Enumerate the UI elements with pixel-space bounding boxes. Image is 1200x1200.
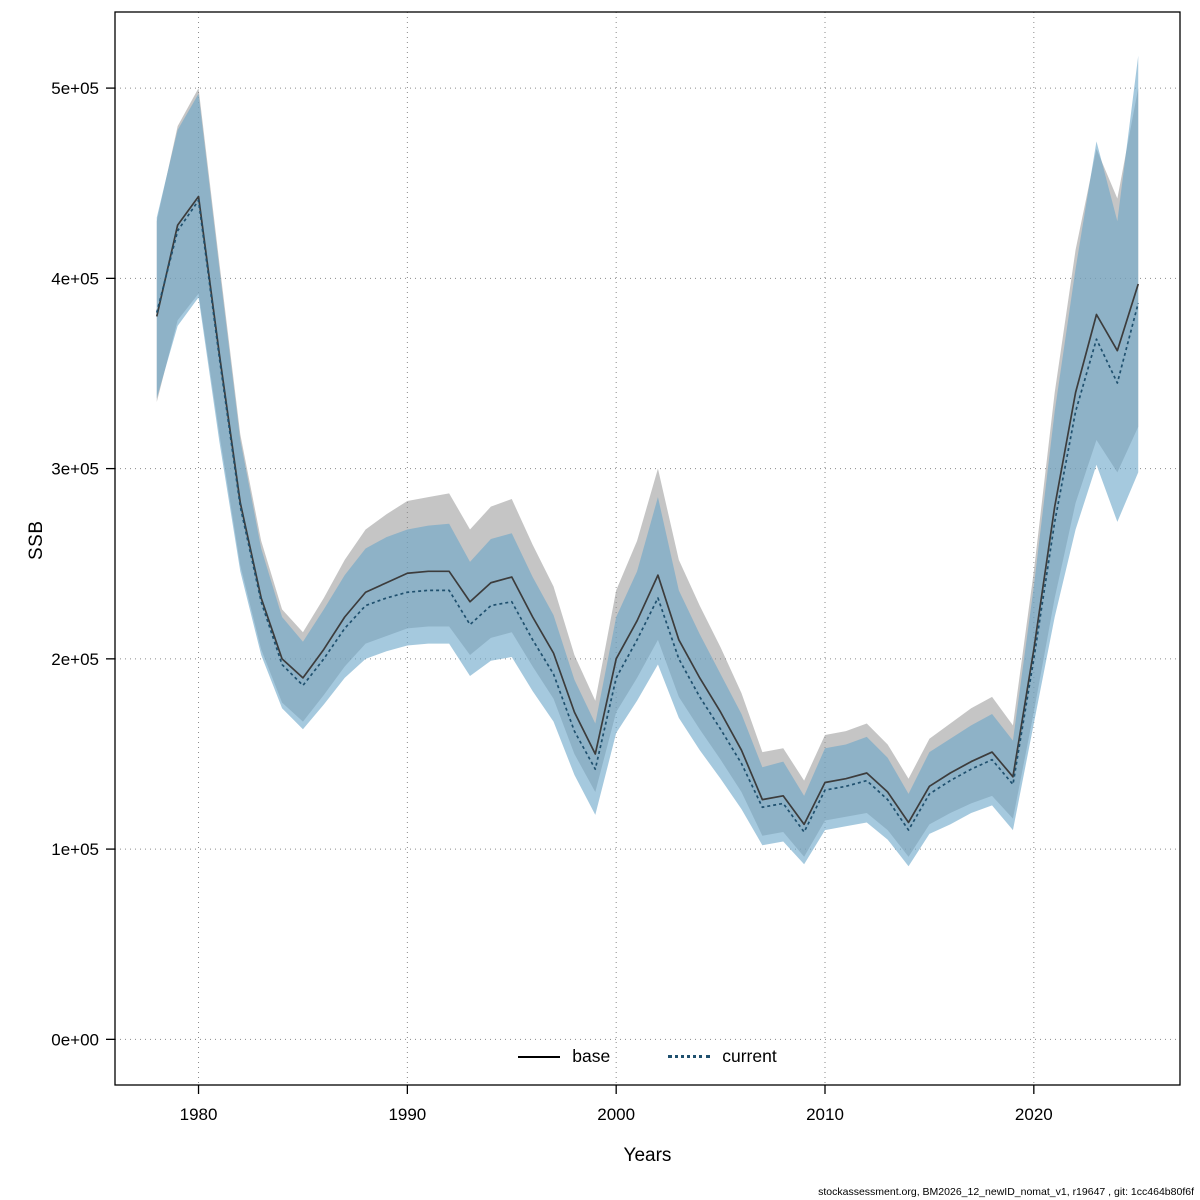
plot-border (114, 11, 1181, 1086)
legend-item-current: current (668, 1046, 777, 1067)
legend-label-current: current (722, 1046, 777, 1066)
x-tick-label: 2010 (806, 1105, 844, 1124)
x-tick-label: 1990 (388, 1105, 426, 1124)
y-tick-label: 2e+05 (51, 650, 99, 669)
current-line (155, 199, 1140, 833)
legend-item-base: base (518, 1046, 610, 1067)
y-tick-label: 1e+05 (51, 840, 99, 859)
y-tick-label: 5e+05 (51, 79, 99, 98)
y-tick-label: 4e+05 (51, 269, 99, 288)
y-axis-title: SSB (26, 520, 47, 560)
current-confidence-band (156, 55, 1139, 867)
y-tick-label: 0e+00 (51, 1030, 99, 1049)
base-line (155, 195, 1140, 826)
y-tick-label: 3e+05 (51, 460, 99, 479)
base-line-sample-icon (518, 1055, 561, 1058)
x-tick-label: 2000 (597, 1105, 635, 1124)
x-tick-label: 1980 (180, 1105, 218, 1124)
footer-citation: stockassessment.org, BM2026_12_newID_nom… (818, 1186, 1194, 1198)
x-axis-title: Years (623, 1145, 672, 1166)
x-tick-label: 2020 (1015, 1105, 1053, 1124)
current-line-sample-icon (668, 1055, 711, 1058)
legend: base current (115, 1046, 1180, 1067)
legend-label-base: base (572, 1046, 611, 1066)
